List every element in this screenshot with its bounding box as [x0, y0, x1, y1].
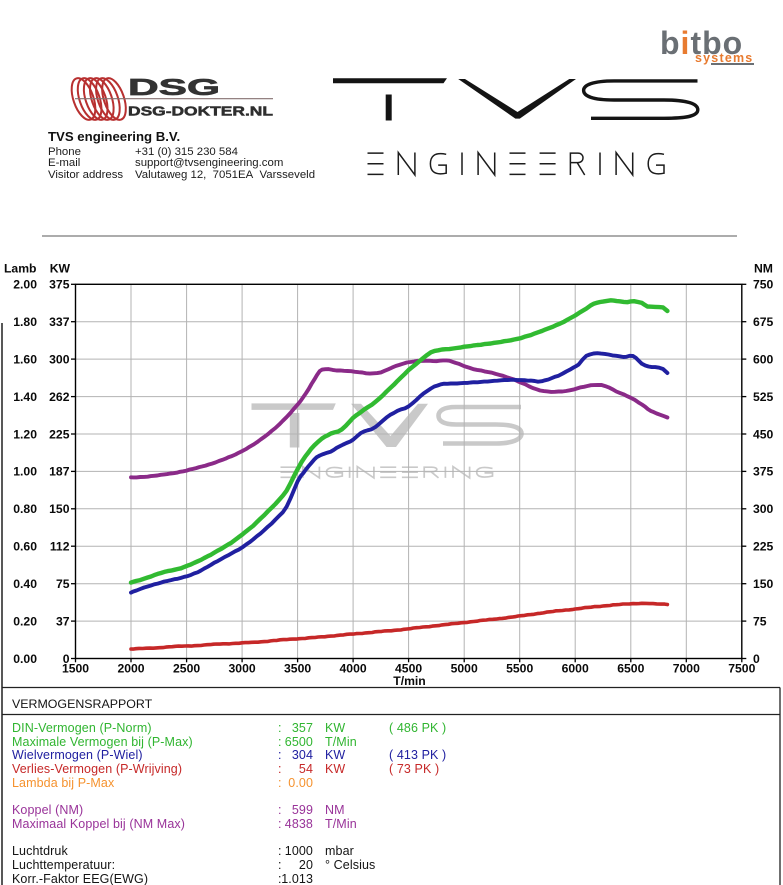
svg-text:375: 375: [49, 278, 70, 292]
svg-text:5000: 5000: [451, 662, 478, 676]
svg-text:525: 525: [753, 390, 774, 404]
svg-text:Lamb: Lamb: [4, 262, 37, 276]
svg-text:225: 225: [49, 427, 70, 441]
svg-text:0.00: 0.00: [13, 652, 37, 666]
svg-text:600: 600: [753, 352, 774, 366]
svg-text:7500: 7500: [728, 662, 755, 676]
svg-text:300: 300: [49, 352, 70, 366]
svg-text:1.60: 1.60: [13, 352, 37, 366]
svg-text:0.40: 0.40: [13, 577, 37, 591]
svg-text:4000: 4000: [340, 662, 367, 676]
svg-text:450: 450: [753, 427, 774, 441]
svg-text:75: 75: [753, 614, 767, 628]
svg-text:5500: 5500: [506, 662, 533, 676]
svg-text:187: 187: [49, 465, 70, 479]
svg-text:1.00: 1.00: [13, 465, 37, 479]
svg-text:6500: 6500: [617, 662, 644, 676]
svg-text:0.60: 0.60: [13, 540, 37, 554]
svg-text:675: 675: [753, 315, 774, 329]
svg-text:337: 337: [49, 315, 70, 329]
svg-text:6000: 6000: [562, 662, 589, 676]
svg-text:DSG-DOKTER.NL: DSG-DOKTER.NL: [128, 103, 273, 118]
svg-text:150: 150: [753, 577, 774, 591]
svg-text:1.20: 1.20: [13, 427, 37, 441]
svg-text:750: 750: [753, 278, 774, 292]
svg-text:75: 75: [56, 577, 70, 591]
svg-text:0.20: 0.20: [13, 614, 37, 628]
svg-text:1.40: 1.40: [13, 390, 37, 404]
svg-text:2500: 2500: [173, 662, 200, 676]
svg-text:300: 300: [753, 502, 774, 516]
svg-text:3000: 3000: [229, 662, 256, 676]
svg-text:2.00: 2.00: [13, 278, 37, 292]
svg-text:KW: KW: [50, 262, 71, 276]
svg-text:150: 150: [49, 502, 70, 516]
svg-text:0: 0: [753, 652, 760, 666]
svg-text:7000: 7000: [673, 662, 700, 676]
svg-text:1.80: 1.80: [13, 315, 37, 329]
svg-text:1500: 1500: [62, 662, 89, 676]
svg-text:112: 112: [50, 540, 70, 554]
svg-text:2000: 2000: [117, 662, 144, 676]
svg-text:262: 262: [49, 390, 70, 404]
svg-text:0.80: 0.80: [13, 502, 37, 516]
svg-text:DSG: DSG: [128, 74, 220, 100]
svg-text:225: 225: [753, 540, 774, 554]
svg-text:NM: NM: [754, 262, 773, 276]
svg-text:0: 0: [63, 652, 70, 666]
svg-text:T/min: T/min: [393, 674, 426, 688]
svg-text:4500: 4500: [395, 662, 422, 676]
svg-text:37: 37: [56, 614, 70, 628]
svg-text:375: 375: [753, 465, 774, 479]
svg-text:3500: 3500: [284, 662, 311, 676]
